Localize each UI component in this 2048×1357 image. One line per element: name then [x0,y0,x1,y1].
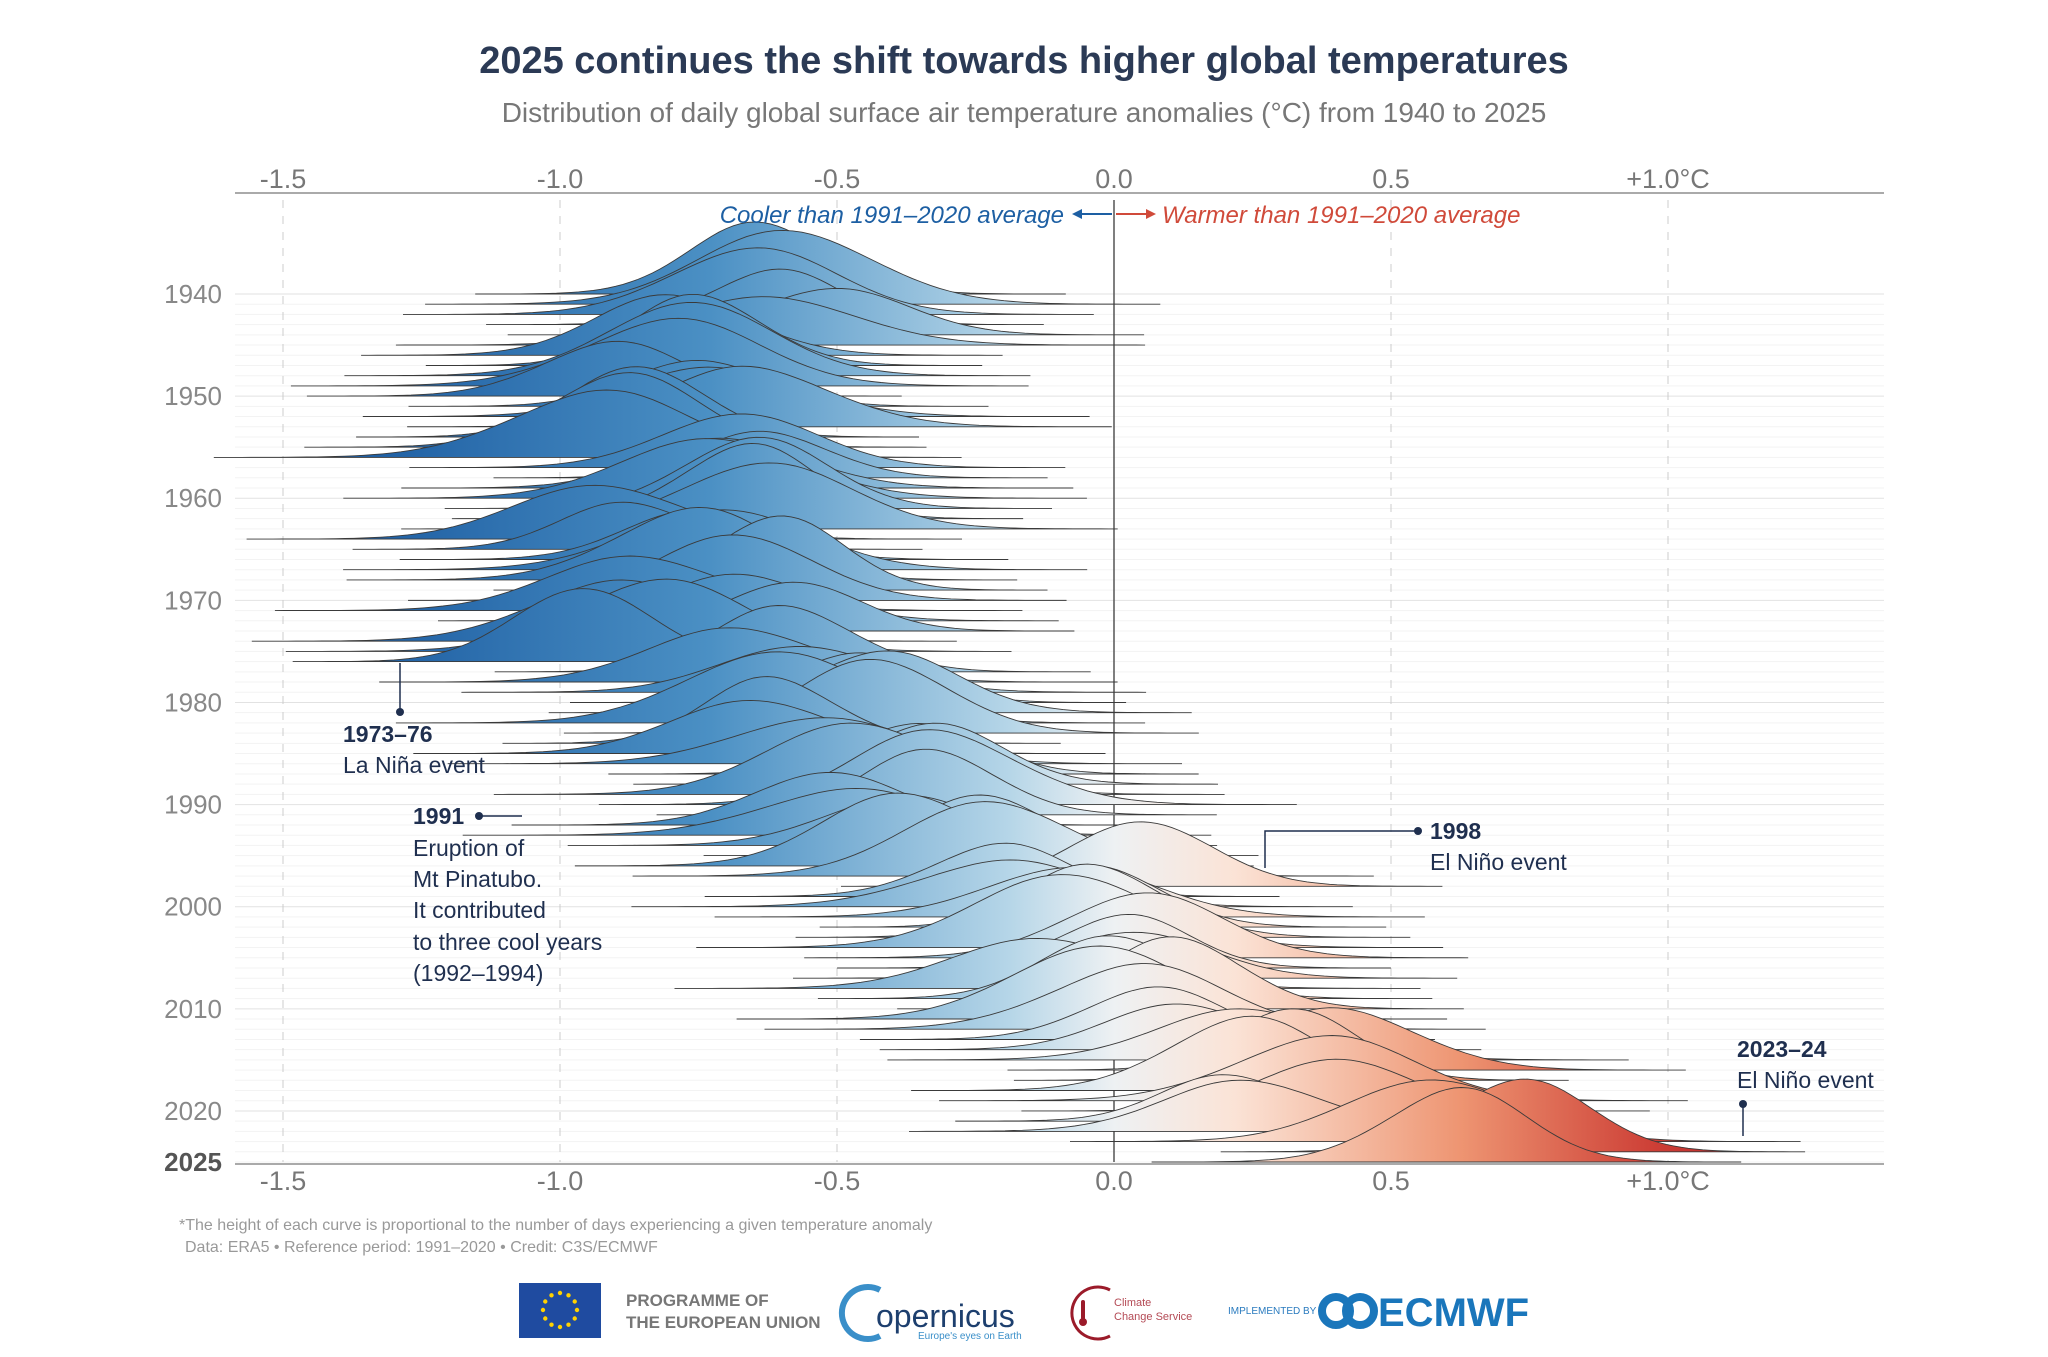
cooler-label: Cooler than 1991–2020 average [720,202,1064,229]
annotation-lanina: 1973–76 La Niña event [343,663,486,778]
svg-text:1998: 1998 [1430,818,1481,844]
svg-text:2023–24: 2023–24 [1737,1036,1827,1062]
x-tick-label-top: +1.0°C [1626,164,1710,194]
y-tick-label: 1960 [164,483,222,513]
eu-star-icon [566,1293,571,1298]
warmer-arrow-icon [1116,209,1156,219]
annotation-elnino-2023: 2023–24 El Niño event [1737,1036,1874,1136]
ecmwf-logo: ECMWF [1318,1291,1529,1335]
svg-text:Change Service: Change Service [1114,1311,1192,1323]
eu-star-icon [549,1293,554,1298]
copernicus-logo: opernicus Europe's eyes on Earth [838,1284,1022,1342]
eu-star-icon [574,1307,580,1313]
credit: Data: ERA5 • Reference period: 1991–2020… [185,1239,658,1256]
x-tick-label-bottom: 0.5 [1372,1166,1410,1196]
x-tick-label-top: -1.5 [260,164,307,194]
svg-text:opernicus: opernicus [876,1298,1015,1334]
svg-text:El Niño event: El Niño event [1430,849,1567,875]
eu-flag-logo [519,1283,601,1338]
y-tick-label: 2020 [164,1096,222,1126]
eu-star-icon [543,1316,548,1321]
svg-text:1973–76: 1973–76 [343,721,433,747]
eu-star-icon [572,1299,577,1304]
x-tick-label-top: 0.5 [1372,164,1410,194]
svg-text:ECMWF: ECMWF [1378,1291,1529,1335]
ridges [213,221,1806,1163]
x-tick-label-bottom: -1.0 [537,1166,584,1196]
y-tick-label: 1990 [164,790,222,820]
y-tick-label: 1980 [164,687,222,717]
chart-title: 2025 continues the shift towards higher … [479,40,1569,82]
annotation-elnino-1998: 1998 El Niño event [1264,818,1567,875]
eu-star-icon [540,1307,546,1313]
cooler-arrow-icon [1072,209,1112,219]
x-tick-label-top: 0.0 [1095,164,1133,194]
ridge-1968 [346,506,1018,581]
ridge-2004 [696,874,1444,949]
y-tick-label: 2025 [164,1147,222,1177]
y-tick-label: 2010 [164,994,222,1024]
ridge-2025 [1151,1087,1742,1163]
eu-star-icon [557,1290,563,1296]
svg-text:La Niña event: La Niña event [343,752,486,778]
svg-text:Eruption of: Eruption of [413,835,525,861]
implemented-by: IMPLEMENTED BY [1228,1306,1317,1317]
svg-text:to three cool years: to three cool years [413,929,602,955]
warmer-label: Warmer than 1991–2020 average [1162,202,1520,229]
annotation-pinatubo: 1991 Eruption of Mt Pinatubo. It contrib… [413,803,602,986]
eu-programme-line1: PROGRAMME OF [626,1291,769,1310]
x-tick-label-bottom: +1.0°C [1626,1166,1710,1196]
chart-subtitle: Distribution of daily global surface air… [502,97,1547,128]
ridge-2000 [631,859,1353,908]
x-tick-label-top: -0.5 [814,164,861,194]
x-tick-label-bottom: 0.0 [1095,1166,1133,1196]
svg-text:Europe's eyes on Earth: Europe's eyes on Earth [918,1331,1022,1342]
svg-text:(1992–1994): (1992–1994) [413,960,543,986]
svg-text:Mt Pinatubo.: Mt Pinatubo. [413,866,542,892]
y-tick-label: 2000 [164,892,222,922]
x-tick-label-bottom: -0.5 [814,1166,861,1196]
eu-star-icon [543,1299,548,1304]
y-tick-label: 1950 [164,381,222,411]
eu-star-icon [572,1316,577,1321]
x-tick-label-bottom: -1.5 [260,1166,307,1196]
x-tick-label-top: -1.0 [537,164,584,194]
svg-text:It contributed: It contributed [413,897,546,923]
eu-star-icon [566,1322,571,1327]
footnote: *The height of each curve is proportiona… [179,1217,932,1234]
eu-star-icon [549,1322,554,1327]
svg-text:El Niño event: El Niño event [1737,1067,1874,1093]
eu-star-icon [557,1324,563,1330]
ridge-1945 [395,296,1146,346]
svg-text:Climate: Climate [1114,1297,1151,1309]
y-tick-label: 1940 [164,279,222,309]
axes: -1.5 -1.5 -1.0 -1.0 -0.5 -0.5 0.0 0.0 0.5 0.5 +1.0… [164,164,1710,1196]
svg-text:1991: 1991 [413,803,464,829]
c3s-logo: Climate Change Service [1070,1285,1192,1341]
y-tick-label: 1970 [164,585,222,615]
eu-programme-line2: THE EUROPEAN UNION [626,1313,821,1332]
